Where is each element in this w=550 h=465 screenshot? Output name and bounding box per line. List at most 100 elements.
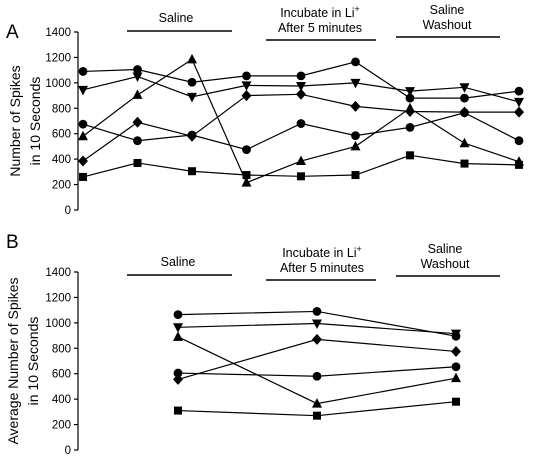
y-tick-label: 800 <box>52 343 71 355</box>
marker-circle <box>312 371 322 381</box>
marker-circle <box>187 77 197 87</box>
panel-b-letter: B <box>6 232 19 253</box>
marker-triangle <box>241 177 252 187</box>
condition-label: Saline <box>430 3 465 17</box>
marker-circle <box>460 108 469 118</box>
y-axis-label: Average Number of Spikes <box>5 277 21 444</box>
marker-triangle-down <box>350 78 361 89</box>
series-line <box>177 336 457 405</box>
condition-label: Incubate in Li+ <box>280 4 360 20</box>
panel-a-chart: 0 200 400 600 800 1000 1200 1400 Number of Spike… <box>7 3 524 217</box>
marker-circle <box>405 93 415 103</box>
condition-label: Saline <box>161 255 196 269</box>
marker-triangle-down <box>241 81 252 91</box>
marker-square <box>133 158 142 167</box>
y-tick-label: 200 <box>52 180 71 192</box>
marker-triangle-down <box>514 97 524 108</box>
marker-diamond <box>514 106 524 118</box>
marker-circle <box>133 136 142 146</box>
marker-diamond <box>241 90 252 102</box>
marker-triangle <box>173 331 183 341</box>
marker-diamond <box>132 116 143 128</box>
marker-circle <box>296 71 306 81</box>
marker-triangle-down <box>78 85 88 96</box>
y-tick-label: 0 <box>65 445 71 457</box>
marker-circle <box>351 131 360 141</box>
marker-circle <box>173 368 183 378</box>
condition-label: After 5 minutes <box>280 261 364 275</box>
marker-triangle-down <box>187 92 197 103</box>
y-tick-label: 1000 <box>45 318 71 330</box>
marker-triangle <box>350 140 361 151</box>
y-tick-label: 1400 <box>45 267 71 279</box>
condition-label: Incubate in Li+ <box>282 244 362 260</box>
y-axis-label: Number of Spikes <box>7 65 23 176</box>
y-axis-label: in 10 Seconds <box>25 317 41 406</box>
marker-square <box>297 172 305 181</box>
marker-circle <box>173 310 183 319</box>
marker-circle <box>296 119 306 128</box>
y-tick-label: 400 <box>52 394 71 406</box>
y-tick-label: 0 <box>65 205 71 217</box>
marker-triangle <box>132 89 143 99</box>
marker-square <box>242 171 251 180</box>
marker-triangle <box>187 53 197 64</box>
y-tick-label: 800 <box>52 103 71 115</box>
marker-circle <box>133 65 142 74</box>
y-tick-label: 1200 <box>45 292 71 304</box>
condition-label: After 5 minutes <box>278 21 362 35</box>
marker-circle <box>78 67 88 76</box>
marker-triangle <box>312 398 322 408</box>
marker-square <box>79 172 87 181</box>
y-axis-label: in 10 Seconds <box>27 77 43 166</box>
marker-triangle-down <box>173 323 183 333</box>
condition-label: Saline <box>428 242 463 256</box>
y-tick-label: 600 <box>52 369 71 381</box>
panel-a-letter: A <box>6 22 19 43</box>
marker-circle <box>187 130 197 140</box>
y-tick-label: 400 <box>52 154 71 166</box>
y-tick-label: 1000 <box>45 78 71 90</box>
marker-diamond <box>405 105 415 117</box>
marker-triangle-down <box>405 87 415 97</box>
y-tick-label: 1200 <box>45 52 71 64</box>
marker-circle <box>242 145 251 155</box>
marker-circle <box>242 71 251 81</box>
y-tick-label: 1400 <box>45 27 71 39</box>
marker-diamond <box>312 333 322 345</box>
panel-b-chart: 0 200 400 600 800 1000 1200 1400 Average Number … <box>5 242 500 457</box>
series-line <box>82 112 520 151</box>
y-tick-label: 600 <box>52 129 71 141</box>
marker-triangle <box>296 155 306 166</box>
marker-diamond <box>451 345 461 357</box>
marker-square <box>452 397 460 406</box>
marker-circle <box>351 57 360 67</box>
marker-triangle <box>459 137 470 148</box>
marker-circle <box>78 119 88 129</box>
marker-triangle-down <box>451 329 461 340</box>
marker-triangle <box>78 130 88 141</box>
y-tick-label: 200 <box>52 420 71 432</box>
marker-triangle <box>451 372 461 383</box>
marker-circle <box>514 86 524 96</box>
condition-label: Washout <box>421 257 470 271</box>
marker-circle <box>460 93 469 103</box>
marker-square <box>313 411 321 420</box>
marker-diamond <box>78 155 88 167</box>
marker-square <box>406 151 414 160</box>
marker-square <box>515 160 523 169</box>
marker-circle <box>405 122 415 132</box>
marker-circle <box>451 362 461 372</box>
marker-square <box>188 167 196 176</box>
marker-square <box>460 159 469 168</box>
marker-triangle-down <box>459 83 470 93</box>
marker-diamond <box>296 88 306 100</box>
marker-triangle-down <box>132 72 143 82</box>
marker-square <box>351 171 360 180</box>
marker-square <box>174 406 182 415</box>
marker-circle <box>312 307 322 316</box>
marker-triangle-down <box>312 319 322 329</box>
condition-label: Washout <box>423 18 472 32</box>
condition-label: Saline <box>159 11 194 25</box>
